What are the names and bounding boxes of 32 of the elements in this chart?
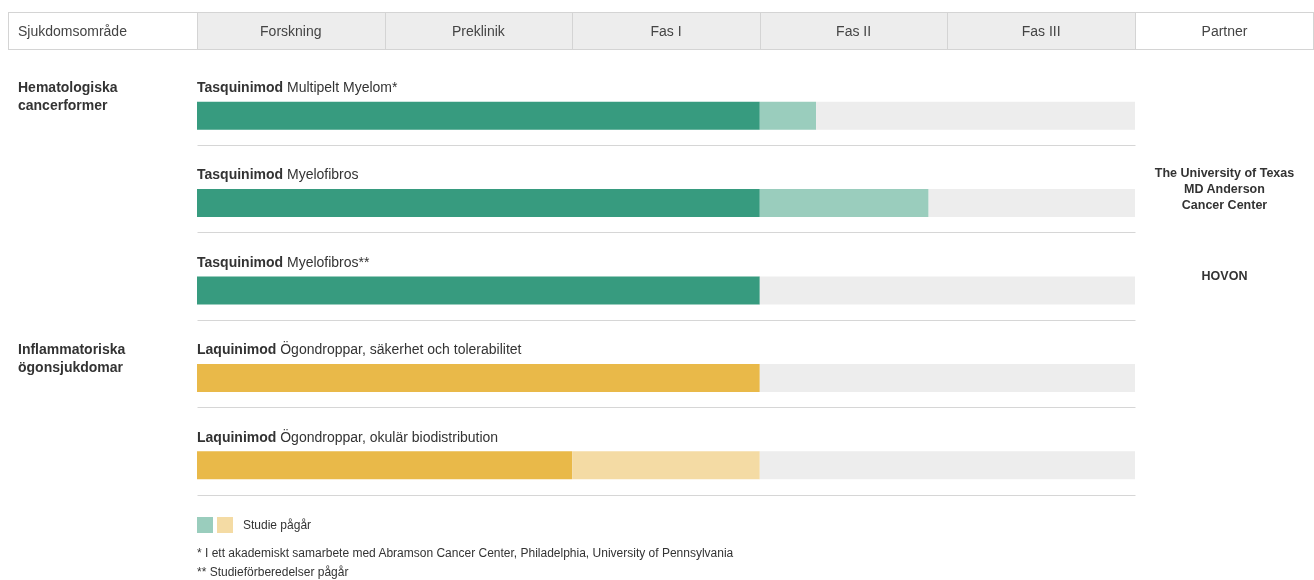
text: The University of Texas MD Anderson Cancer Center: [1153, 164, 1296, 214]
bar: [197, 189, 760, 218]
text: Partner: [1201, 22, 1248, 41]
y-tick-label: Tasquinimod Myelofibros**: [197, 253, 370, 270]
bar: [197, 276, 760, 305]
text: HOVON: [1200, 268, 1249, 286]
y-tick-label: Tasquinimod Multipelt Myelom*: [197, 79, 398, 95]
bar: [759, 101, 817, 130]
text: * I ett akademiskt samarbete med Abramson Cancer Center, Philadelphia, University of Pennsylvania: [197, 546, 734, 560]
bar: [197, 101, 760, 130]
bar: [572, 451, 760, 480]
bar: [928, 189, 1135, 218]
bar: [759, 189, 929, 218]
text: Fas III: [1021, 22, 1061, 41]
bar: [197, 451, 573, 480]
text: Sjukdomsområde: [18, 22, 127, 41]
text: Forskning: [260, 22, 322, 41]
y-tick-label: Laquinimod Ögondroppar, okulär biodistribution: [197, 428, 499, 445]
text: Preklinik: [451, 22, 505, 41]
y-tick-label: Laquinimod Ögondroppar, säkerhet och tolerabilitet: [197, 341, 522, 358]
text: Fas II: [836, 22, 872, 41]
bar: [816, 101, 1135, 130]
text: Fas I: [650, 22, 682, 41]
bar: [759, 451, 1135, 480]
y-tick-label: Tasquinimod Myelofibros: [197, 166, 359, 183]
bar: [759, 363, 1135, 392]
text: Studie pågår: [243, 518, 312, 532]
text: Hematologiska cancerformer: [18, 78, 118, 114]
bar: [759, 276, 1135, 305]
text: Inflammatoriska ögonsjukdomar: [18, 340, 126, 377]
bar: [197, 363, 760, 392]
text: ** Studieförberedelser pågår: [197, 565, 349, 579]
